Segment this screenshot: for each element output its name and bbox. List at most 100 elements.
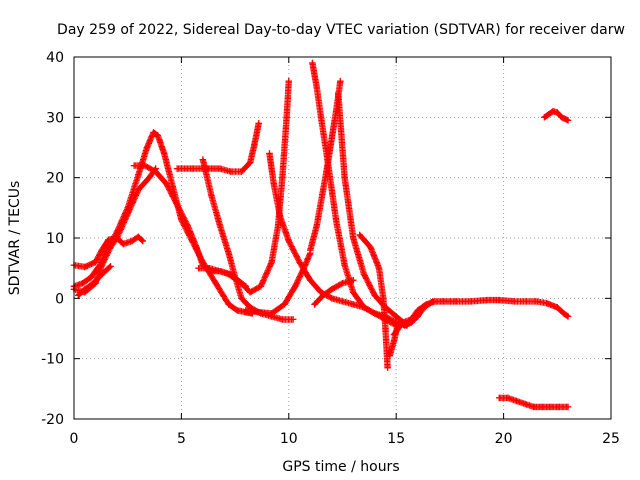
data-point [81, 286, 88, 293]
series-trace-06 [173, 120, 262, 175]
data-point [440, 298, 447, 305]
data-point [307, 246, 314, 254]
data-point [386, 352, 393, 359]
series-trace-17 [390, 296, 572, 338]
data-point [408, 316, 415, 323]
data-point [296, 258, 303, 266]
data-point-markers [541, 108, 572, 124]
data-point [292, 283, 299, 290]
x-tick-label: 10 [280, 431, 298, 447]
data-point [380, 295, 387, 302]
data-point [98, 261, 106, 269]
data-point [309, 59, 316, 67]
data-point [173, 165, 181, 172]
data-point [558, 114, 565, 121]
data-point [212, 280, 219, 287]
data-point [496, 394, 503, 402]
data-point [120, 240, 127, 248]
data-point [313, 83, 320, 91]
data-point [496, 296, 503, 304]
data-point [75, 292, 82, 299]
axis-layer: 0 5 10 15 20 25 -20 -10 0 10 20 30 40 [41, 50, 620, 447]
series-trace-03 [70, 233, 146, 271]
data-point [98, 271, 106, 278]
data-point [266, 150, 273, 157]
data-point [564, 403, 572, 411]
data-point [216, 222, 224, 230]
data-point [92, 258, 99, 266]
data-point [539, 403, 546, 411]
y-tick-label: 30 [46, 110, 64, 126]
data-point [87, 274, 95, 281]
data-point [270, 180, 277, 187]
series-trace-16 [386, 298, 436, 359]
data-point [328, 135, 335, 142]
data-point [268, 258, 275, 266]
data-point [150, 129, 157, 136]
data-point [554, 304, 561, 311]
data-point [163, 180, 170, 187]
series-trace-13 [335, 90, 411, 329]
data-point [193, 243, 200, 251]
data-point [350, 289, 357, 296]
data-point [335, 90, 342, 97]
y-axis-label: SDTVAR / TECUs [7, 181, 23, 296]
y-tick-label: -10 [41, 352, 64, 368]
data-point [332, 216, 340, 224]
series-trace-15 [356, 231, 391, 371]
data-point [399, 319, 406, 326]
data-point [541, 114, 548, 121]
data-point [246, 289, 254, 296]
data-point [319, 186, 327, 193]
data-point [285, 77, 292, 85]
data-point [350, 301, 357, 308]
data-point [319, 292, 327, 299]
data-point [98, 246, 106, 254]
y-tick-label: 40 [46, 50, 64, 66]
data-point [483, 296, 490, 304]
data-point [468, 298, 475, 305]
data-point [511, 298, 518, 305]
data-point [124, 210, 131, 218]
y-tick-label: -20 [41, 412, 64, 428]
data-point [90, 280, 97, 287]
series-trace-18 [496, 394, 572, 411]
data-point [390, 337, 398, 344]
data-point [453, 298, 460, 305]
data-point [556, 403, 563, 411]
data-point [234, 307, 241, 314]
data-point-markers [173, 120, 262, 175]
data-point [279, 174, 286, 181]
data-point [206, 264, 213, 272]
data-point [390, 331, 398, 338]
data-point [547, 403, 555, 411]
data-point [360, 271, 368, 278]
y-tick-label: 0 [55, 291, 64, 307]
data-point [113, 234, 121, 242]
data-point [246, 159, 254, 166]
data-point [317, 114, 325, 121]
data-point [423, 301, 430, 308]
data-point [382, 325, 389, 332]
data-point [543, 299, 550, 307]
data-point [285, 237, 292, 245]
data-point [135, 171, 142, 178]
series-trace-14 [311, 277, 357, 308]
data-point [238, 295, 245, 302]
x-tick-label: 20 [495, 431, 513, 447]
data-point [208, 192, 215, 199]
data-point [79, 280, 86, 287]
data-point [107, 263, 114, 270]
chart-title: Day 259 of 2022, Sidereal Day-to-day VTE… [57, 22, 625, 38]
data-point [227, 271, 235, 278]
data-point [154, 132, 161, 139]
series-trace-04 [75, 263, 114, 299]
data-point [279, 316, 286, 323]
data-point [242, 307, 250, 314]
data-point [199, 156, 207, 163]
data-point [188, 165, 196, 172]
data-point [135, 233, 142, 240]
data-point [350, 277, 357, 284]
data-point [255, 120, 262, 127]
data-point [225, 301, 232, 308]
